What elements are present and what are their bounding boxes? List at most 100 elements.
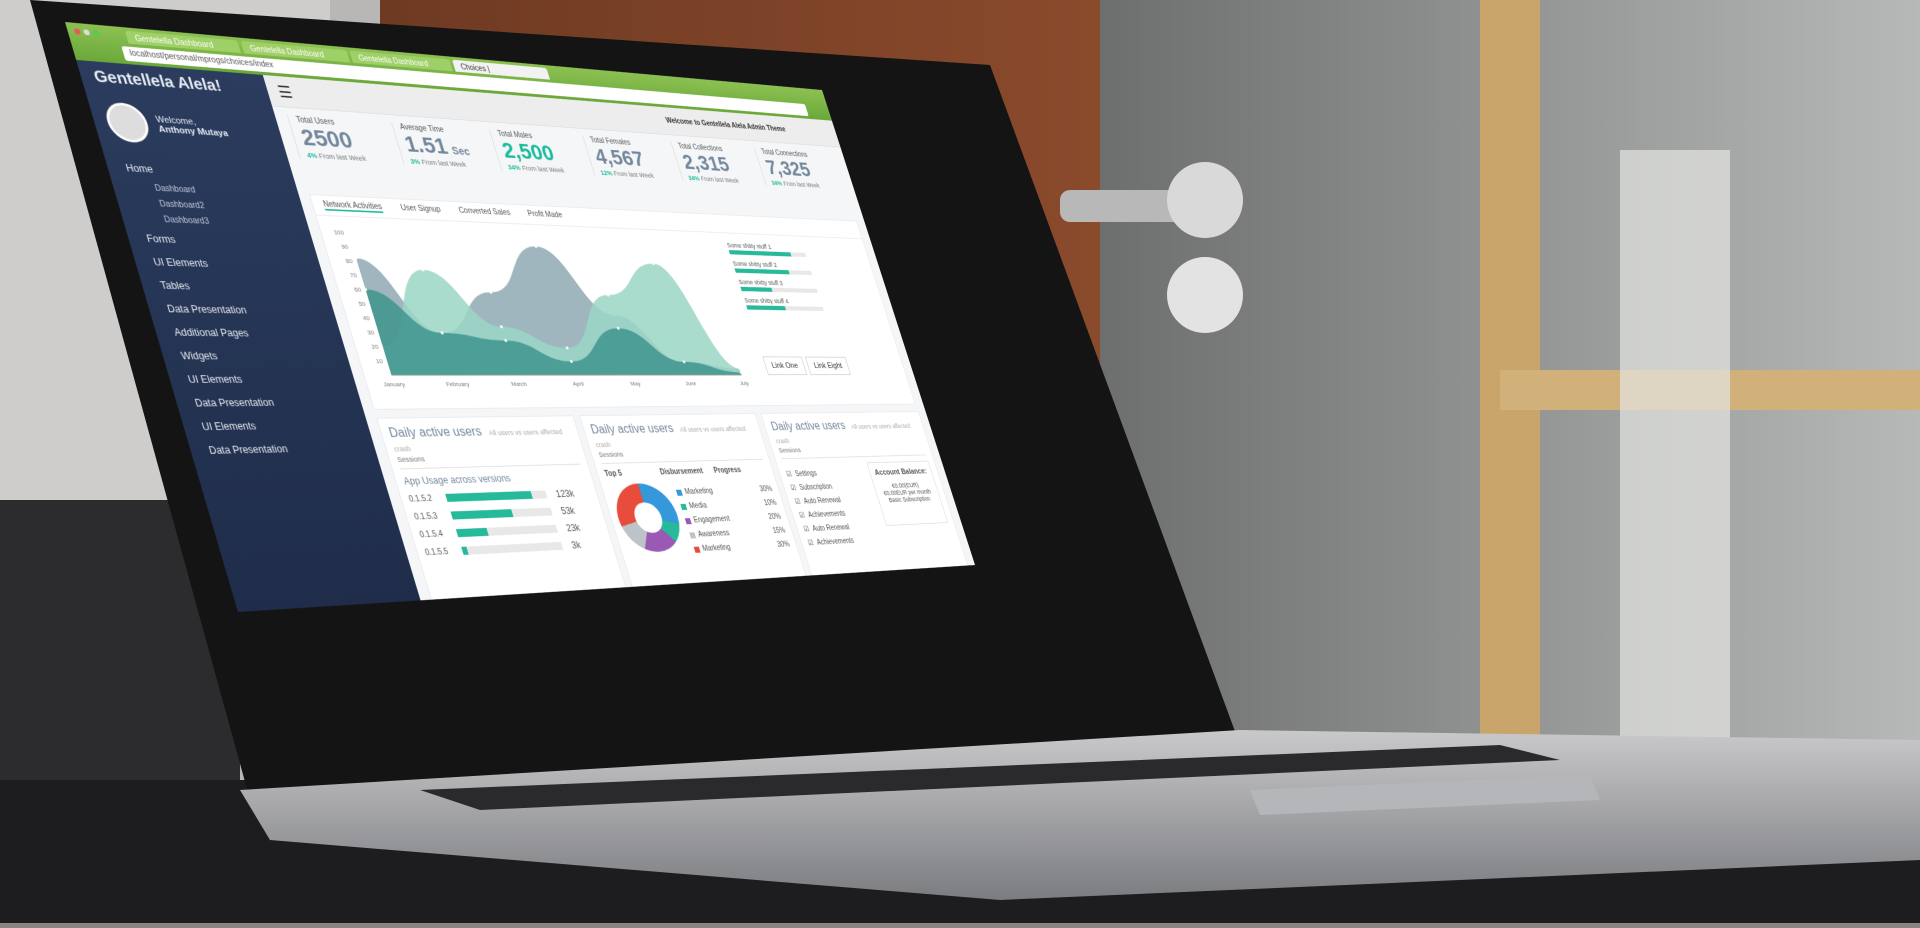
stat-pct: 34% — [771, 179, 784, 186]
avatar — [102, 101, 154, 143]
top5-label: Media — [688, 499, 765, 510]
stat-note-text: From last Week — [700, 175, 740, 184]
panel-title: Daily active users — [387, 425, 483, 440]
sidebar-item[interactable]: Data Presentation — [187, 436, 378, 463]
stat-number: 2,315 — [680, 150, 733, 176]
hamburger-icon[interactable]: ☰ — [275, 82, 295, 103]
sidebar-item[interactable]: Additional Pages — [152, 320, 343, 345]
checkbox-icon: ☑ — [794, 498, 802, 506]
close-icon[interactable] — [74, 28, 82, 34]
version-label: 0.1.5.2 — [408, 494, 448, 504]
chart-tab[interactable]: Profit Made — [527, 210, 564, 221]
y-tick-label: 60 — [354, 287, 363, 294]
stat-note-text: From last Week — [613, 170, 655, 180]
panel-title: Daily active users — [770, 420, 847, 433]
panel-title: Daily active users — [589, 422, 675, 436]
y-tick-label: 90 — [341, 244, 350, 251]
link-button[interactable]: Link Eight — [805, 357, 851, 375]
progress-bar — [746, 305, 824, 311]
stat-number: 2,500 — [499, 138, 557, 166]
usage-row: 0.1.5.2 123k — [408, 487, 592, 504]
progress-label: Some shitty stuff 4 — [743, 297, 821, 306]
y-tick-label: 20 — [371, 344, 380, 351]
sidebar-item[interactable]: Widgets — [159, 344, 350, 368]
settings-label: Achievements — [807, 510, 846, 520]
progress-fill — [746, 305, 786, 310]
x-tick-label: May — [630, 381, 642, 387]
settings-label: Auto Renewal — [812, 523, 851, 533]
balance-title: Account Balance: — [874, 467, 928, 477]
checkbox-icon: ☑ — [803, 525, 811, 533]
sidebar-item[interactable]: UI Elements — [180, 413, 371, 439]
settings-item[interactable]: ☑Auto Renewal — [803, 522, 888, 534]
usage-bar — [450, 508, 552, 520]
sidebar-item[interactable]: Data Presentation — [173, 391, 364, 416]
top5-column-header: Progress — [713, 465, 768, 475]
usage-bar — [456, 525, 558, 537]
legend-swatch — [694, 546, 701, 552]
chart-tab[interactable]: Network Activities — [322, 200, 384, 213]
stat-pct: 12% — [600, 169, 614, 177]
legend-swatch — [689, 532, 696, 538]
settings-item[interactable]: ☑Subscription — [790, 481, 875, 492]
y-tick-label: 80 — [345, 258, 354, 265]
link-button[interactable]: Link One — [762, 356, 807, 375]
top5-value: 20% — [767, 513, 782, 522]
y-tick-label: 100 — [333, 230, 345, 237]
x-tick-label: April — [572, 381, 585, 387]
settings-item[interactable]: ☑Auto Renewal — [794, 495, 879, 506]
sidebar-item[interactable]: Data Presentation — [146, 297, 338, 323]
stat-note-text: From last Week — [782, 180, 820, 189]
usage-count: 3k — [570, 539, 582, 550]
legend-swatch — [676, 489, 683, 495]
top5-value: 15% — [772, 527, 787, 536]
chart-tab[interactable]: Converted Sales — [458, 207, 512, 219]
chart-tab[interactable]: User Signup — [400, 204, 443, 216]
network-activities-card: Network Activities User Signup Converted S… — [309, 194, 916, 410]
y-tick-label: 10 — [375, 359, 384, 365]
settings-item[interactable]: ☑Achievements — [798, 508, 883, 520]
panel-sessions: Sessions — [778, 444, 927, 460]
usage-count: 23k — [565, 522, 582, 533]
header-welcome: Welcome to Gentellela Alela Admin Theme — [665, 117, 787, 134]
top5-value: 30% — [759, 485, 774, 493]
checkbox-icon: ☑ — [807, 539, 815, 547]
x-tick-label: January — [383, 382, 407, 389]
minimize-icon[interactable] — [83, 29, 91, 35]
checkbox-icon: ☑ — [798, 512, 806, 520]
stat-pct: 34% — [687, 174, 700, 182]
settings-label: Subscription — [799, 483, 834, 492]
legend-swatch — [680, 503, 687, 509]
stat-number: 1.51 — [401, 131, 450, 159]
progress-fill — [735, 268, 790, 274]
top5-value: 10% — [763, 499, 778, 508]
top5-label: Marketing — [701, 541, 778, 553]
settings-item[interactable]: ☑Settings — [785, 468, 870, 478]
top5-value: 30% — [776, 540, 791, 549]
x-tick-label: February — [445, 382, 470, 388]
progress-fill — [740, 287, 772, 292]
usage-bar — [445, 491, 547, 502]
sidebar-item[interactable]: UI Elements — [166, 368, 357, 392]
stat-note-text: From last Week — [318, 152, 367, 163]
stat-pct: 3% — [409, 157, 421, 165]
y-tick-label: 70 — [349, 273, 358, 280]
settings-item[interactable]: ☑Achievements — [807, 535, 892, 547]
settings-label: Achievements — [816, 537, 855, 547]
usage-count: 123k — [554, 488, 575, 499]
stat-number: 7,325 — [763, 156, 813, 181]
stat-note-text: From last Week — [420, 158, 467, 168]
